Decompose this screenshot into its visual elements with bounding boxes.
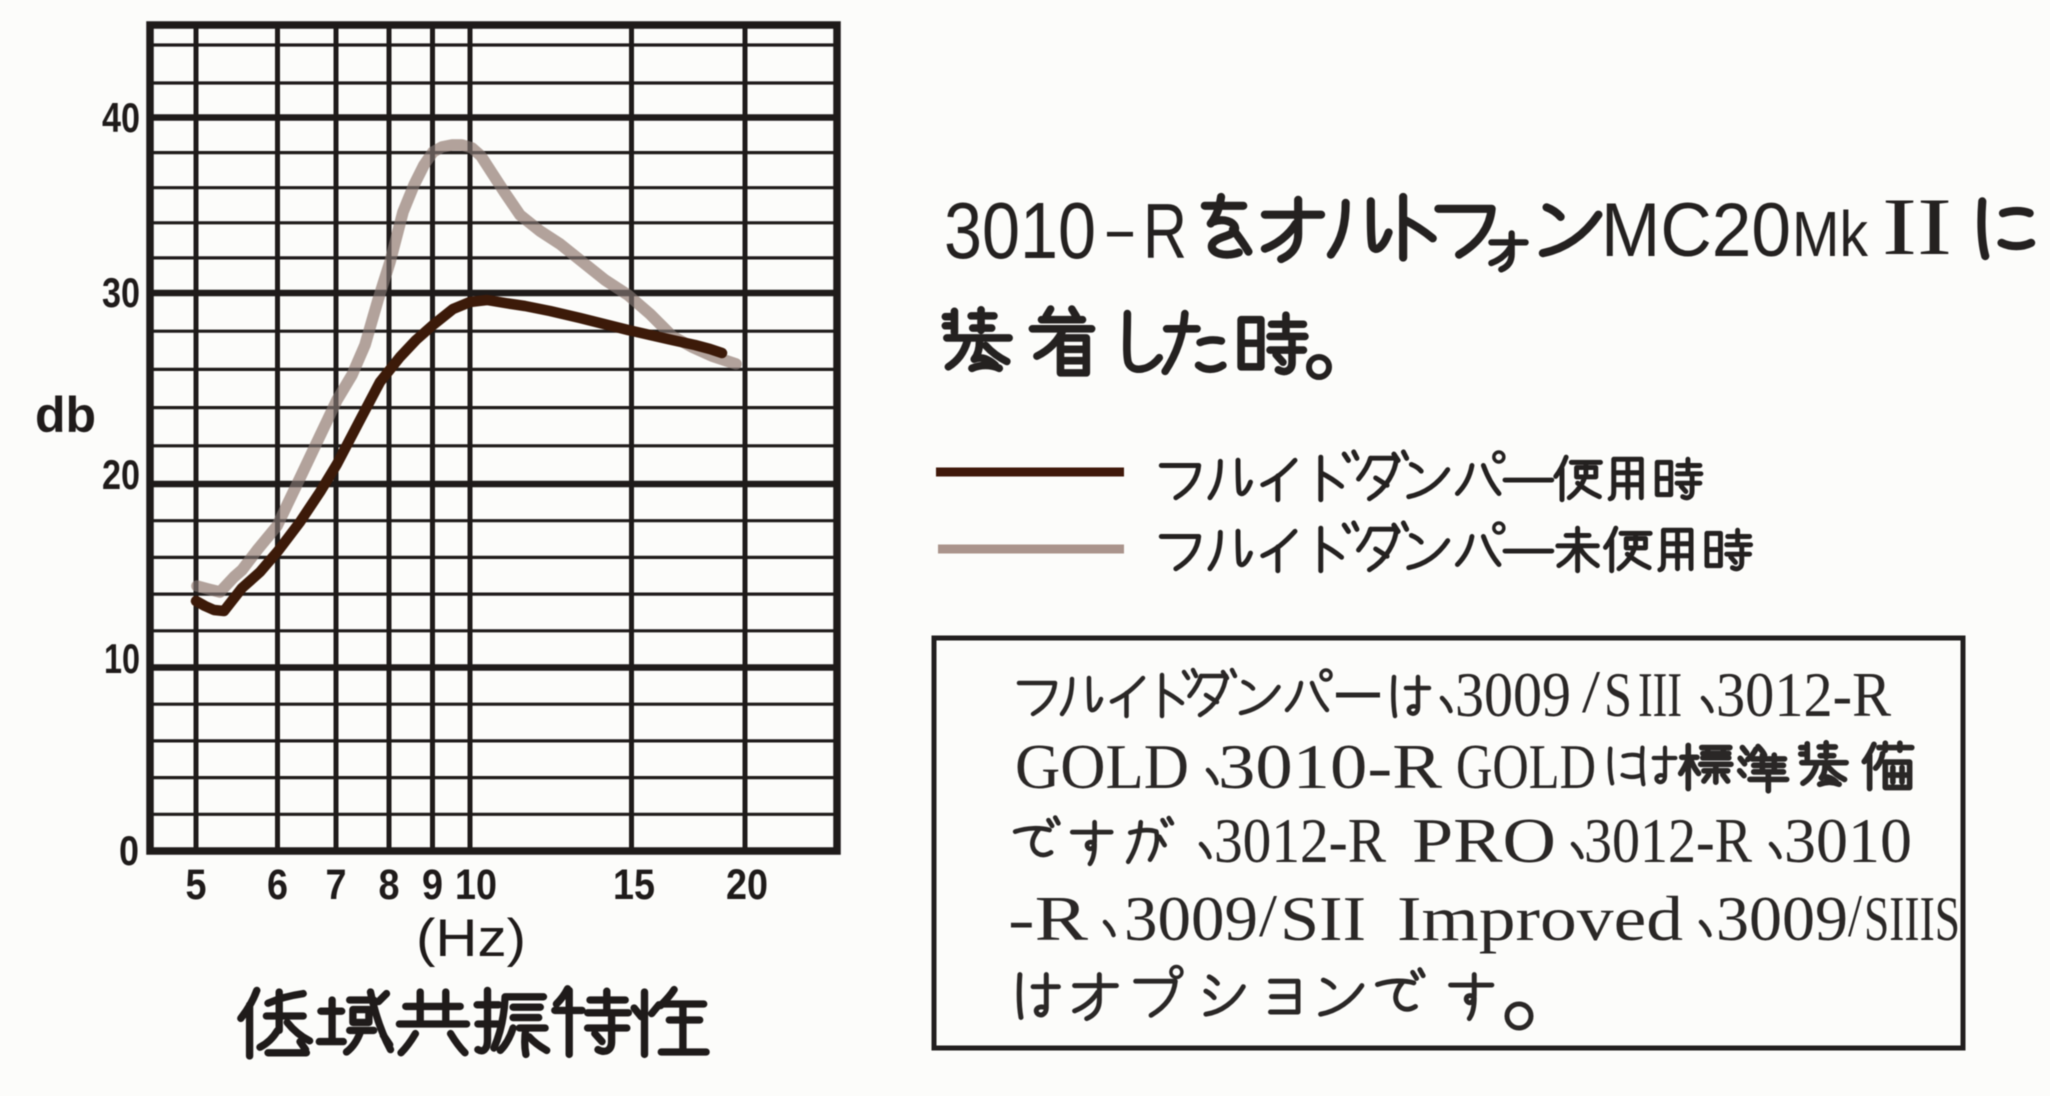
svg-text:30: 30	[102, 269, 140, 316]
svg-text:II: II	[1882, 181, 1952, 272]
svg-text:GOLD: GOLD	[1015, 731, 1189, 802]
svg-text:/: /	[1848, 883, 1862, 949]
svg-text:3009: 3009	[1716, 883, 1848, 954]
svg-text:-R: -R	[1008, 883, 1088, 954]
svg-text:–: –	[1107, 189, 1133, 267]
svg-text:MC20: MC20	[1601, 188, 1791, 273]
svg-text:Mk: Mk	[1792, 198, 1869, 270]
svg-text:GOLD: GOLD	[1456, 731, 1596, 802]
svg-text:3010: 3010	[944, 186, 1096, 275]
svg-text:10: 10	[104, 635, 140, 682]
svg-text:3009: 3009	[1124, 883, 1258, 954]
svg-text:6: 6	[267, 861, 288, 909]
svg-text:40: 40	[102, 94, 140, 141]
svg-text:0: 0	[119, 827, 139, 874]
svg-text:PRO: PRO	[1412, 805, 1556, 876]
svg-text:3009: 3009	[1455, 659, 1571, 730]
svg-text:3010: 3010	[1784, 805, 1912, 876]
svg-text:15: 15	[613, 861, 655, 909]
svg-text:SIIIS: SIIIS	[1864, 883, 1960, 954]
svg-text:3010-R: 3010-R	[1218, 731, 1442, 802]
svg-text:9: 9	[422, 861, 443, 909]
svg-text:db: db	[35, 387, 96, 443]
svg-text:7: 7	[326, 861, 347, 909]
svg-text:20: 20	[102, 451, 140, 498]
svg-text:/: /	[1582, 659, 1600, 725]
svg-text:SII: SII	[1280, 883, 1366, 954]
svg-text:3012-R: 3012-R	[1584, 805, 1752, 876]
svg-text:S: S	[1604, 659, 1632, 730]
svg-text:5: 5	[186, 861, 207, 909]
svg-text:3012-R: 3012-R	[1716, 659, 1891, 730]
svg-text:3012-R: 3012-R	[1214, 805, 1386, 876]
svg-text:III: III	[1638, 659, 1682, 730]
svg-text:8: 8	[379, 861, 400, 909]
svg-text:/: /	[1259, 883, 1277, 949]
svg-text:10: 10	[455, 861, 497, 909]
svg-text:20: 20	[726, 861, 768, 909]
svg-text:(Hz): (Hz)	[416, 909, 526, 968]
svg-text:R: R	[1143, 187, 1187, 275]
svg-text:Improved: Improved	[1397, 883, 1683, 954]
